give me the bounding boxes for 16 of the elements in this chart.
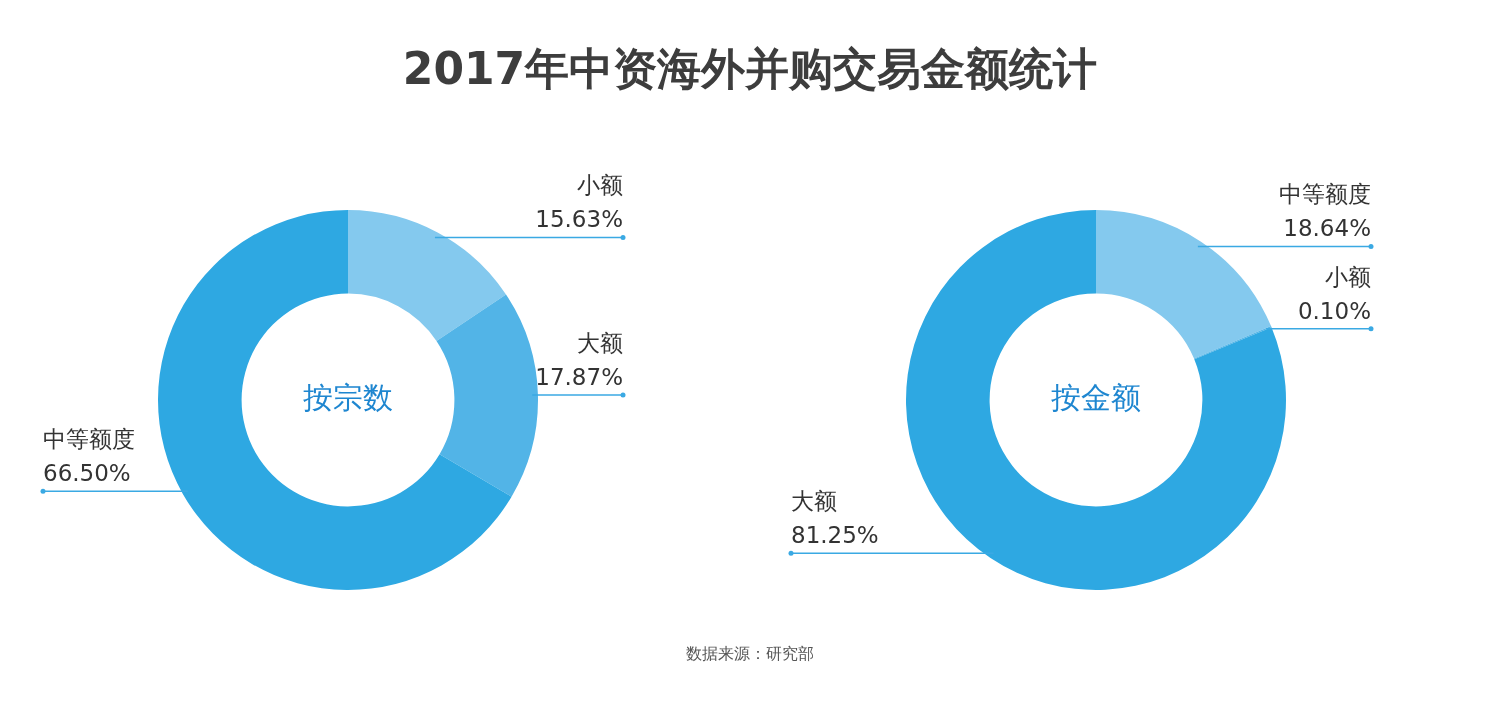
slice-label: 中等额度: [43, 426, 135, 453]
data-label: 81.25%: [791, 522, 879, 549]
slice-label: 大额: [791, 488, 837, 515]
data-label: 66.50%: [43, 460, 131, 487]
data-label: 0.10%: [1297, 297, 1371, 324]
data-label: 17.87%: [535, 363, 623, 390]
data-label: 15.63%: [535, 206, 623, 233]
text: 2017年中资海外并购交易金额统计: [401, 42, 1099, 96]
slice-label: 小额: [1325, 263, 1371, 290]
slice-label: 大额: [577, 329, 623, 356]
text: 按宗数: [303, 379, 393, 415]
slice-label: 小额: [577, 172, 623, 199]
source-note: 数据来源：研究部: [685, 644, 815, 665]
slice-label: 中等额度: [1279, 181, 1371, 208]
data-label: 18.64%: [1283, 215, 1371, 242]
text: 按金额: [1051, 379, 1141, 415]
